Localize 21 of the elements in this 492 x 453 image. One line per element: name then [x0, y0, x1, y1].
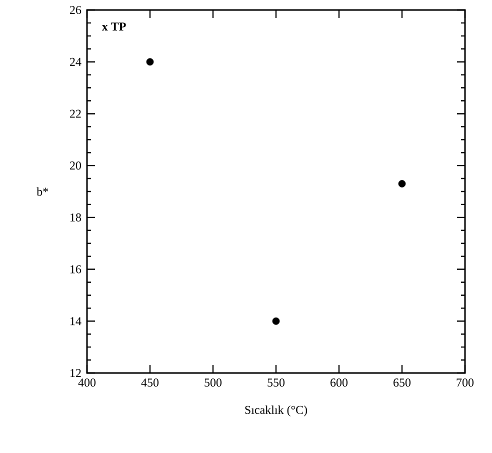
y-tick-label: 12 [70, 369, 81, 377]
x-tick-label: 650 [394, 378, 411, 387]
y-tick-label: 20 [70, 162, 82, 170]
y-tick-label: 22 [70, 110, 81, 118]
point [272, 317, 280, 325]
x-tick-label: 400 [78, 378, 96, 387]
y-tick-label: 24 [70, 58, 82, 66]
y-tick-label: 16 [70, 265, 82, 274]
x-tick-label: 700 [456, 378, 474, 387]
annotation: x TP [102, 22, 126, 30]
y-tick-label: 14 [70, 317, 82, 326]
point [398, 180, 406, 188]
x-tick-label: 550 [268, 378, 285, 387]
x-axis-title: Sıcaklık (°C) [245, 405, 308, 416]
x-tick-label: 600 [330, 378, 348, 387]
x-tick-label: 450 [141, 378, 159, 387]
point [146, 58, 154, 66]
y-axis-title: b* [36, 187, 48, 196]
y-tick-label: 26 [70, 6, 82, 14]
y-tick-label: 18 [70, 213, 82, 222]
x-tick-label: 500 [204, 378, 222, 387]
